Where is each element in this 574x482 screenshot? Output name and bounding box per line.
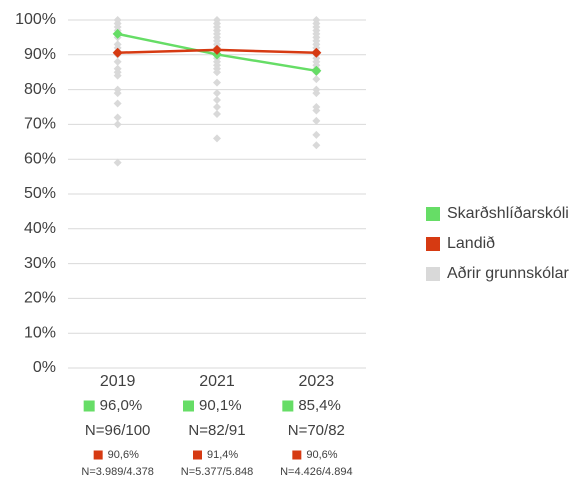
legend-label: Landið: [447, 235, 495, 252]
table-value: 90,6%: [108, 449, 139, 461]
table-swatch: [282, 400, 294, 412]
y-tick-label: 40%: [24, 220, 56, 237]
y-tick-label: 70%: [24, 116, 56, 133]
scatter-point: [213, 109, 221, 118]
line-marker: [212, 44, 222, 55]
table-swatch: [183, 400, 194, 412]
scatter-point: [113, 89, 122, 98]
x-tick-label: 2023: [299, 373, 335, 390]
table-n: N=3.989/4.378: [81, 466, 153, 478]
legend-swatch: [426, 207, 440, 221]
y-tick-label: 90%: [24, 46, 56, 63]
table-n: N=4.426/4.894: [280, 466, 352, 478]
line-marker: [311, 47, 322, 58]
scatter-point: [113, 99, 122, 108]
scatter-point: [213, 103, 221, 111]
y-tick-label: 100%: [15, 11, 56, 28]
table-n: N=82/91: [188, 422, 245, 439]
legend-label: Aðrir grunnskólar: [447, 265, 570, 282]
table-value: 96,0%: [100, 397, 143, 414]
line-marker: [311, 65, 322, 76]
scatter-point: [213, 96, 221, 105]
y-tick-label: 80%: [24, 81, 56, 98]
table-swatch: [83, 400, 95, 412]
table-n: N=96/100: [85, 422, 150, 439]
table-value: 91,4%: [207, 449, 238, 461]
scatter-point: [113, 71, 122, 80]
scatter-point: [213, 68, 221, 77]
scatter-point: [113, 57, 122, 66]
table-value: 90,1%: [199, 397, 242, 414]
scatter-point: [213, 89, 221, 98]
table-n: N=5.377/5.848: [181, 466, 253, 478]
scatter-point: [312, 141, 321, 150]
scatter-point: [213, 134, 221, 143]
scatter-point: [312, 75, 321, 84]
y-tick-label: 50%: [24, 185, 56, 202]
y-tick-label: 30%: [24, 255, 56, 272]
table-swatch: [193, 450, 202, 460]
scatter-point: [312, 116, 321, 125]
table-swatch: [93, 450, 103, 460]
scatter-point: [312, 106, 321, 115]
legend-swatch: [426, 267, 440, 281]
scatter-point: [113, 120, 122, 129]
scatter-point: [312, 130, 321, 139]
table-swatch: [292, 450, 302, 460]
scatter-point: [312, 89, 321, 98]
x-tick-label: 2019: [100, 373, 136, 390]
y-tick-label: 0%: [33, 359, 56, 376]
legend-swatch: [426, 237, 440, 251]
y-tick-label: 10%: [24, 324, 56, 341]
scatter-point: [213, 78, 221, 87]
legend-label: Skarðshlíðarskóli: [447, 205, 569, 222]
table-n: N=70/82: [288, 422, 345, 439]
y-tick-label: 60%: [24, 150, 56, 167]
table-value: 90,6%: [306, 449, 337, 461]
y-tick-label: 20%: [24, 290, 56, 307]
line-marker: [112, 47, 123, 58]
scatter-point: [113, 158, 122, 167]
x-tick-label: 2021: [199, 373, 235, 390]
scatter-point: [113, 113, 122, 122]
line-marker: [112, 28, 123, 39]
table-value: 85,4%: [298, 397, 341, 414]
